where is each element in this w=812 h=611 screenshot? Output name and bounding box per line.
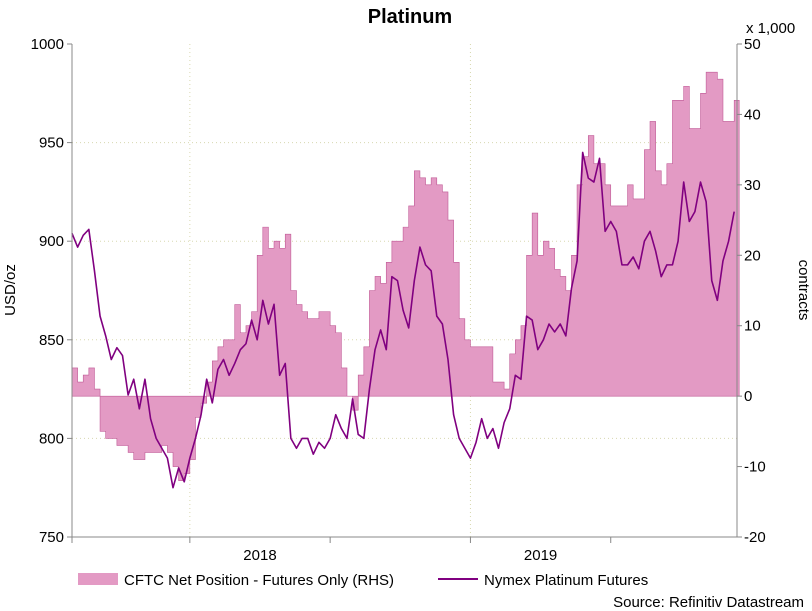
right-axis-title: contracts [795,260,812,321]
left-tick-label: 950 [39,135,64,152]
right-tick-label: 10 [744,318,761,335]
left-axis-title: USD/oz [2,264,19,316]
cftc-area-path [71,71,740,481]
legend-label-nymex: Nymex Platinum Futures [484,572,648,589]
right-tick-label: 20 [744,247,761,264]
right-tick-label: 40 [744,106,761,123]
right-axis-ticks: 50 40 30 20 10 0 -10 -20 [737,36,766,546]
left-tick-label: 850 [39,332,64,349]
legend-swatch-cftc [78,573,118,585]
right-tick-label: 30 [744,177,761,194]
nymex-line-path [71,151,735,489]
right-tick-label: -10 [744,459,766,476]
x-axis-ticks: 2018 2019 [71,537,612,564]
legend-label-cftc: CFTC Net Position - Futures Only (RHS) [124,572,394,589]
x-tick-label: 2018 [243,547,276,564]
chart-title: Platinum [368,6,452,28]
left-tick-label: 750 [39,529,64,546]
right-tick-label: 50 [744,36,761,53]
left-tick-label: 900 [39,233,64,250]
left-axis-ticks: 1000 950 900 850 800 750 [31,36,72,546]
legend: CFTC Net Position - Futures Only (RHS) N… [78,572,648,589]
series-nymex-platinum-futures [71,151,735,489]
source-note: Source: Refinitiv Datastream [613,594,804,611]
right-tick-label: 0 [744,388,752,405]
left-tick-label: 1000 [31,36,64,53]
series-cftc-net-position [71,71,740,481]
right-axis-multiplier-label: x 1,000 [746,20,795,37]
left-tick-label: 800 [39,430,64,447]
x-tick-label: 2019 [524,547,557,564]
right-tick-label: -20 [744,529,766,546]
